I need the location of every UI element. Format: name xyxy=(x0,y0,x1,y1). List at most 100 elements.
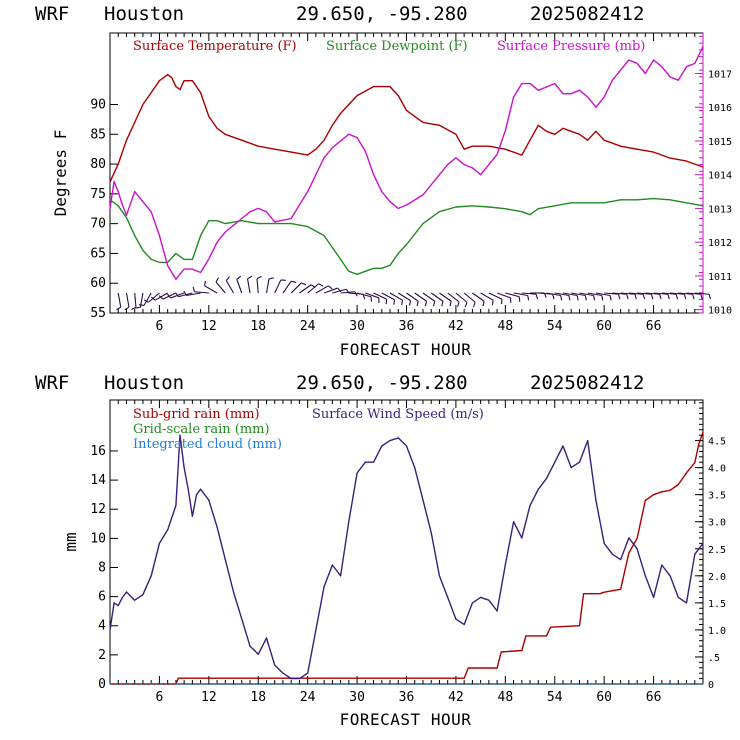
wind-barb-flag xyxy=(166,293,172,299)
wind-barb xyxy=(661,292,677,295)
data-point xyxy=(331,246,333,249)
header-run-time: 2025082412 xyxy=(530,3,644,25)
data-point xyxy=(241,139,243,141)
data-point xyxy=(611,79,614,81)
right-y-tick-label: 2.5 xyxy=(708,545,726,556)
wind-barb-flag xyxy=(370,296,373,302)
header-run-time: 2025082412 xyxy=(530,372,644,394)
data-point xyxy=(315,629,317,631)
data-point xyxy=(315,148,317,150)
series-line-surface-wind-speed-m-s xyxy=(109,434,704,680)
data-point xyxy=(628,552,630,554)
data-point xyxy=(554,83,556,85)
x-tick-label: 60 xyxy=(596,319,612,334)
data-point xyxy=(331,147,333,149)
data-point xyxy=(677,596,679,599)
data-point xyxy=(216,220,218,222)
data-point xyxy=(455,618,457,620)
wind-barb-flag xyxy=(236,275,241,280)
wind-barb-flag xyxy=(143,299,149,303)
wind-barb xyxy=(414,292,427,302)
data-point xyxy=(117,163,119,165)
data-point xyxy=(323,139,325,141)
data-point xyxy=(224,223,226,225)
data-point xyxy=(562,127,564,129)
wind-barb xyxy=(186,292,201,297)
wind-barb xyxy=(143,292,152,306)
wind-barb-flag xyxy=(650,294,654,300)
wind-barb xyxy=(694,292,710,295)
wind-barb xyxy=(299,284,312,294)
data-point xyxy=(644,499,646,502)
data-point xyxy=(430,184,432,186)
x-tick-label: 48 xyxy=(498,319,514,334)
data-point xyxy=(307,226,309,228)
data-point xyxy=(307,672,309,674)
data-point xyxy=(241,220,243,222)
data-point xyxy=(315,174,317,176)
data-point xyxy=(249,645,251,647)
data-point xyxy=(257,145,259,147)
y-axis-title: Degrees F xyxy=(51,130,70,217)
data-point xyxy=(467,667,469,669)
wind-barb-flag xyxy=(183,290,187,296)
data-point xyxy=(496,667,498,669)
data-point xyxy=(171,77,173,79)
data-point xyxy=(125,139,128,141)
wind-barb-flag xyxy=(225,276,230,281)
y-tick-label: 0 xyxy=(98,677,106,692)
data-point xyxy=(109,181,111,183)
wind-barb-flag xyxy=(482,301,485,307)
wind-barb xyxy=(204,285,218,294)
data-point xyxy=(488,164,490,166)
data-point xyxy=(109,207,111,209)
data-point xyxy=(183,258,185,260)
wind-barb-flag xyxy=(457,301,460,307)
data-point xyxy=(636,199,638,201)
wind-barb xyxy=(439,292,452,302)
wind-barb xyxy=(447,292,460,303)
data-point xyxy=(488,599,490,601)
data-point xyxy=(232,224,235,226)
data-point xyxy=(150,575,152,577)
data-point xyxy=(587,202,589,204)
data-point xyxy=(521,649,523,652)
wind-barb xyxy=(373,292,387,300)
wind-barb-flag xyxy=(135,306,141,309)
data-point xyxy=(405,204,408,206)
wind-barb-flag xyxy=(527,295,530,301)
data-point xyxy=(323,235,325,237)
header-location: Houston xyxy=(104,3,184,25)
data-point xyxy=(249,211,251,213)
data-point xyxy=(669,157,671,159)
x-tick-label: 6 xyxy=(156,319,164,334)
data-point xyxy=(142,201,144,203)
data-point xyxy=(636,548,638,550)
wind-barb xyxy=(315,285,329,294)
wind-barb xyxy=(256,278,259,294)
x-tick-label: 18 xyxy=(250,319,266,334)
data-point xyxy=(702,431,704,433)
wind-barb-flag xyxy=(441,301,444,307)
wind-barb xyxy=(496,292,511,299)
data-point xyxy=(179,434,181,436)
data-point xyxy=(191,80,193,82)
data-point xyxy=(117,205,119,207)
data-point xyxy=(562,445,564,447)
wind-barb xyxy=(546,292,561,297)
data-point xyxy=(620,145,622,147)
wind-barb-flag xyxy=(560,295,563,301)
y-tick-label: 55 xyxy=(90,306,106,321)
data-point xyxy=(554,133,556,135)
data-point xyxy=(191,268,193,270)
data-point xyxy=(290,217,292,220)
wind-barb-flag xyxy=(301,282,307,286)
data-point xyxy=(364,150,366,152)
y-tick-label: 2 xyxy=(98,648,106,663)
data-point xyxy=(603,202,605,204)
data-point xyxy=(340,112,342,114)
right-y-tick-label: 1010 xyxy=(708,306,732,317)
data-point xyxy=(628,59,630,61)
y-tick-label: 65 xyxy=(90,246,106,261)
y-axis-title: mm xyxy=(61,532,80,551)
